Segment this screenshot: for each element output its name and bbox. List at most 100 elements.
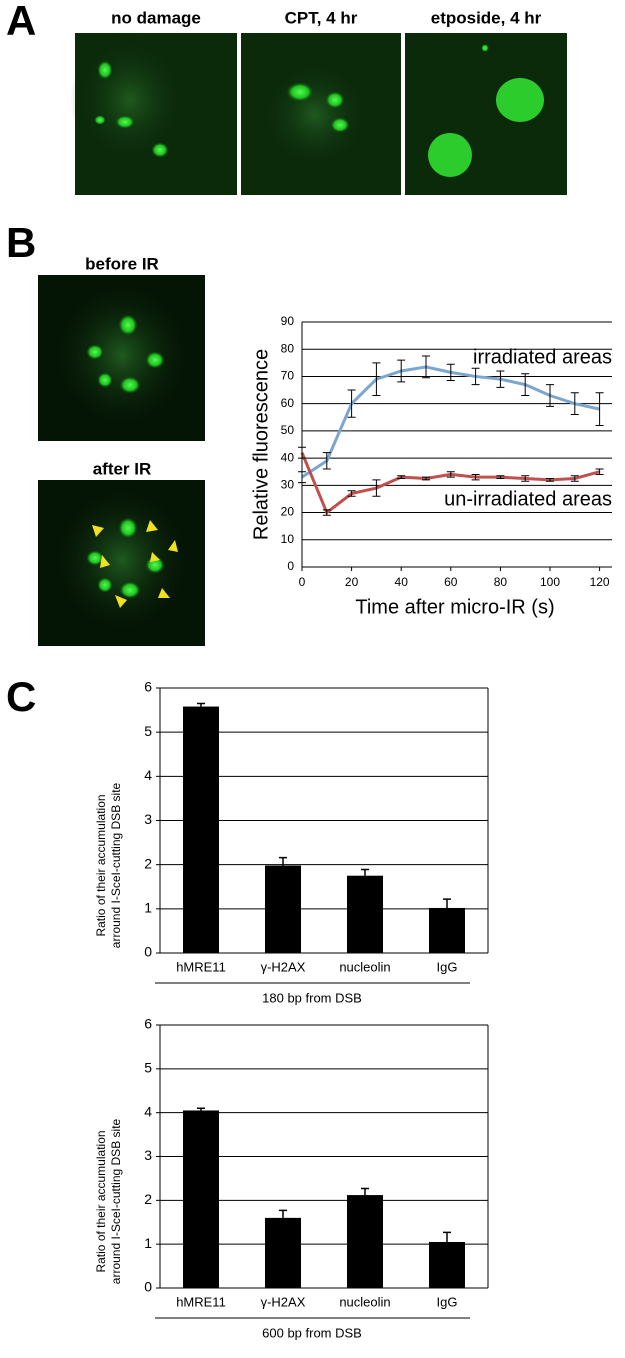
image-title: before IR [85,254,159,273]
error-bar [397,475,406,480]
y-axis-label: Relative fluorescence [250,349,272,540]
error-bar [570,475,579,482]
y-tick-label: 70 [281,369,295,383]
image-title: CPT, 4 hr [285,8,358,27]
error-bar [422,476,430,481]
error-bar [322,452,331,470]
image-title: no damage [111,8,201,27]
error-bar [298,471,306,484]
y-tick-label: 3 [144,1147,152,1163]
panel-label: C [6,673,36,720]
error-bar [279,856,287,866]
error-bar [446,363,455,382]
y-axis-label: Ratio of their accumulation [94,1130,108,1272]
annotation: un-irradiated areas [444,488,612,510]
x-axis-label: 600 bp from DSB [262,1325,362,1340]
error-bar [322,509,331,516]
x-tick-label: γ-H2AX [261,959,306,974]
y-axis-label: Ratio of their accumulation [94,794,108,936]
error-bar [546,384,554,407]
error-bar [372,362,381,396]
error-bar [197,702,205,707]
x-tick-label: IgG [437,959,458,974]
y-tick-label: 3 [144,811,152,827]
micrograph [38,480,205,646]
error-bar [443,1231,451,1242]
error-bar [521,475,530,482]
bar [265,865,301,953]
y-tick-label: 80 [281,341,295,355]
error-bar [471,367,480,386]
x-tick-label: 60 [444,575,458,589]
y-axis-label: arround I-SceI-cutting DSB site [109,782,123,948]
error-bar [397,359,406,383]
bar [429,907,465,953]
x-tick-label: 0 [299,575,306,589]
y-tick-label: 2 [144,1191,152,1207]
y-tick-label: 1 [144,900,152,916]
y-axis-label: arround I-SceI-cutting DSB site [109,1118,123,1284]
y-tick-label: 90 [281,314,295,328]
error-bar [298,446,306,459]
error-bar [347,490,356,497]
error-bar [446,471,455,478]
error-bar [197,1107,205,1111]
image-title: etposide, 4 hr [431,8,542,27]
x-tick-label: 80 [494,575,508,589]
y-tick-label: 5 [144,1060,152,1076]
x-tick-label: 20 [345,575,359,589]
panel-label: B [6,219,36,266]
x-tick-label: 120 [590,575,610,589]
error-bar [521,373,530,396]
error-bar [361,1187,369,1196]
y-tick-label: 2 [144,855,152,871]
series-line [301,365,600,479]
x-tick-label: nucleolin [339,1294,390,1309]
y-tick-label: 50 [281,423,295,437]
y-tick-label: 30 [281,478,295,492]
error-bar [570,392,579,416]
y-tick-label: 6 [144,1016,152,1032]
y-tick-label: 0 [287,559,294,573]
x-axis-label: Time after micro-IR (s) [355,596,554,618]
y-tick-label: 4 [144,1103,152,1119]
error-bar [422,355,430,379]
x-tick-label: hMRE11 [176,959,226,974]
bar [265,1217,301,1288]
x-tick-label: IgG [437,1294,458,1309]
bar [183,706,219,953]
micrograph [241,33,401,195]
error-bar [471,473,480,481]
image-title: after IR [93,459,152,478]
panel-label: A [6,0,36,44]
error-bar [443,898,451,908]
error-bar [496,370,505,388]
x-tick-label: 100 [540,575,560,589]
bar [347,875,383,953]
error-bar [279,1209,287,1218]
error-bar [546,478,554,482]
x-tick-label: γ-H2AX [261,1294,306,1309]
x-tick-label: 40 [395,575,409,589]
annotation: irradiated areas [473,346,612,368]
bar [347,1195,383,1288]
x-tick-label: nucleolin [339,959,390,974]
x-tick-label: hMRE11 [176,1294,226,1309]
error-bar [595,468,604,475]
y-tick-label: 0 [144,944,152,960]
bar [429,1241,465,1288]
y-tick-label: 10 [281,532,295,546]
error-bar [372,479,381,497]
y-tick-label: 1 [144,1235,152,1251]
micrograph [405,33,567,195]
x-axis-label: 180 bp from DSB [262,990,362,1005]
y-tick-label: 5 [144,723,152,739]
error-bar [347,389,356,418]
bar [183,1110,219,1288]
y-tick-label: 40 [281,450,295,464]
error-bar [496,475,505,480]
y-tick-label: 6 [144,679,152,695]
y-tick-label: 60 [281,396,295,410]
y-tick-label: 20 [281,505,295,519]
